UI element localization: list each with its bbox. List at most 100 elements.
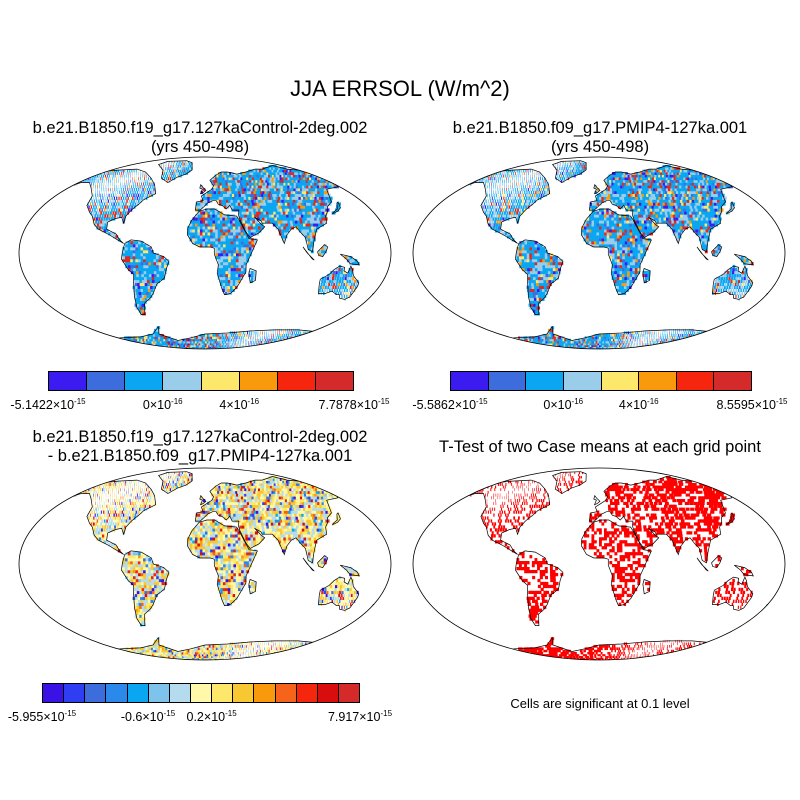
grid-cell: [202, 232, 206, 236]
grid-cell: [602, 336, 605, 340]
grid-cell: [235, 264, 239, 269]
grid-cell: [606, 347, 608, 349]
grid-cell: [310, 223, 314, 227]
grid-cell: [288, 338, 291, 342]
grid-cell: [615, 346, 617, 349]
grid-cell: [644, 276, 648, 281]
grid-cell: [244, 217, 248, 221]
grid-cell: [700, 343, 704, 346]
grid-cell: [200, 220, 203, 224]
grid-cell: [283, 214, 288, 218]
grid-cell: [634, 273, 638, 278]
grid-cell: [257, 196, 261, 200]
grid-cell: [123, 217, 126, 221]
colorbar-swatch: [201, 372, 240, 390]
grid-cell: [111, 340, 118, 344]
grid-cell: [550, 273, 554, 278]
grid-cell: [137, 344, 142, 347]
grid-cell: [712, 331, 714, 335]
grid-cell: [263, 338, 265, 342]
grid-cell: [233, 264, 237, 269]
grid-cell: [277, 344, 280, 347]
grid-cell: [504, 346, 510, 349]
grid-cell: [158, 267, 162, 272]
grid-cell: [217, 253, 221, 257]
grid-cell: [132, 343, 138, 346]
grid-cell: [222, 220, 226, 224]
grid-cell: [624, 282, 627, 287]
grid-cell: [232, 344, 234, 347]
grid-cell: [93, 179, 95, 183]
grid-cell: [686, 347, 690, 349]
grid-cell: [311, 333, 313, 337]
grid-cell: [122, 202, 125, 206]
grid-cell: [540, 291, 544, 295]
grid-cell: [121, 344, 127, 347]
grid-cell: [232, 282, 236, 287]
grid-cell: [115, 169, 118, 173]
grid-cell: [153, 270, 157, 275]
grid-cell: [539, 346, 544, 349]
grid-cell: [244, 177, 248, 181]
grid-cell: [309, 340, 313, 344]
grid-cell: [195, 205, 199, 209]
grid-cell: [260, 346, 262, 349]
grid-cell: [653, 346, 654, 349]
grid-cell: [670, 347, 673, 349]
grid-cell: [218, 338, 221, 342]
grid-cell: [251, 202, 256, 206]
grid-cell: [223, 261, 226, 266]
grid-cell: [254, 220, 259, 224]
grid-cell: [111, 338, 117, 342]
grid-cell: [269, 217, 273, 221]
grid-cell: [205, 333, 208, 337]
grid-cell: [275, 338, 277, 342]
grid-cell: [599, 333, 602, 337]
grid-cell: [220, 190, 224, 195]
grid-cell: [290, 336, 292, 340]
grid-cell: [230, 244, 234, 248]
grid-cell: [194, 229, 198, 233]
grid-cell: [220, 282, 223, 287]
grid-cell: [133, 276, 138, 281]
grid-cell: [337, 291, 340, 295]
grid-cell: [328, 282, 331, 287]
grid-cell: [616, 273, 620, 278]
grid-cell: [270, 193, 274, 197]
grid-cell: [99, 208, 101, 212]
grid-cell: [225, 261, 229, 266]
grid-cell: [138, 273, 142, 278]
grid-cell: [549, 328, 554, 332]
grid-cell: [132, 169, 134, 173]
grid-cell: [209, 217, 213, 221]
grid-cell: [145, 255, 149, 260]
grid-cell: [95, 196, 97, 200]
panel-1-title: b.e21.B1850.f19_g17.127kaControl-2deg.00…: [0, 119, 400, 157]
grid-cell: [256, 193, 260, 197]
grid-cell: [217, 333, 220, 337]
grid-cell: [714, 333, 717, 337]
grid-cell: [682, 340, 685, 344]
grid-cell: [518, 344, 524, 347]
grid-cell: [217, 344, 219, 347]
grid-cell: [273, 214, 278, 218]
grid-cell: [508, 346, 514, 349]
grid-cell: [290, 226, 295, 230]
grid-cell: [253, 338, 254, 342]
grid-cell: [102, 174, 105, 178]
grid-cell: [311, 226, 315, 230]
grid-cell: [86, 338, 94, 342]
grid-cell: [90, 211, 93, 215]
grid-cell: [610, 333, 612, 337]
grid-cell: [174, 162, 176, 166]
grid-cell: [206, 338, 209, 342]
grid-cell: [171, 161, 172, 164]
grid-cell: [312, 172, 318, 175]
grid-cell: [624, 273, 628, 278]
grid-cell: [225, 238, 229, 242]
grid-cell: [471, 336, 478, 340]
grid-cell: [139, 193, 142, 197]
grid-cell: [742, 282, 745, 287]
grid-cell: [220, 264, 224, 269]
grid-cell: [228, 267, 231, 272]
